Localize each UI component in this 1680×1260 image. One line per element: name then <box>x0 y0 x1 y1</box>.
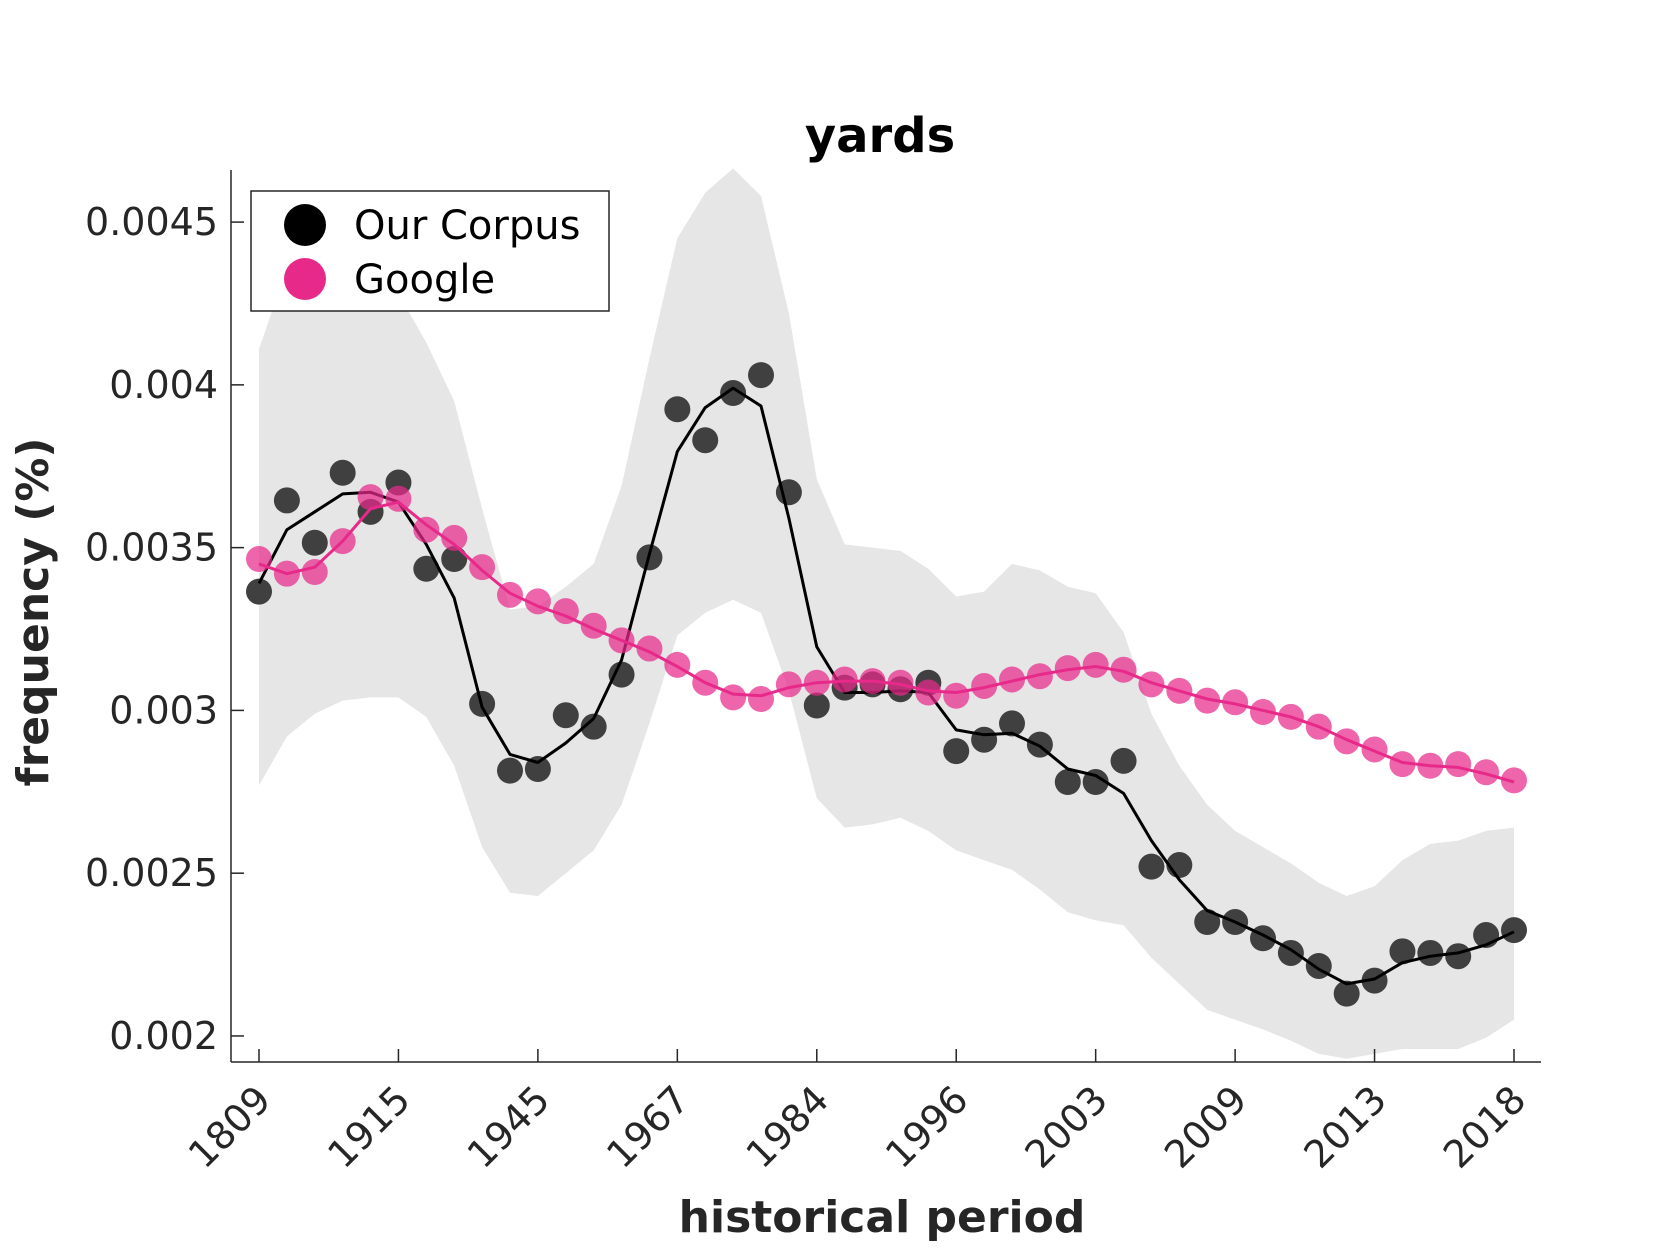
google-point <box>971 672 998 699</box>
google-point <box>775 671 802 698</box>
legend-label-our-corpus: Our Corpus <box>354 203 580 249</box>
our-corpus-point <box>608 661 635 688</box>
our-corpus-point <box>1110 747 1137 774</box>
google-point <box>1389 751 1416 778</box>
google-point <box>1054 655 1081 682</box>
our-corpus-point <box>748 362 774 389</box>
google-point <box>1445 751 1472 778</box>
google-point <box>1501 767 1527 794</box>
y-tick-label: 0.004 <box>109 363 218 407</box>
our-corpus-point <box>273 487 300 514</box>
google-point <box>887 669 914 696</box>
our-corpus-point <box>664 396 691 423</box>
our-corpus-point <box>720 380 747 406</box>
our-corpus-point <box>803 692 830 719</box>
y-axis-title: frequency (%) <box>8 437 59 786</box>
our-corpus-point <box>413 555 440 582</box>
google-point <box>748 686 774 713</box>
our-corpus-point <box>246 578 272 605</box>
our-corpus-point <box>1333 980 1360 1007</box>
y-tick-label: 0.0025 <box>85 851 218 895</box>
our-corpus-point <box>329 459 356 486</box>
plot-area <box>246 168 1527 1059</box>
chart-title: yards <box>805 108 955 164</box>
google-point <box>1110 656 1137 683</box>
y-tick-label: 0.003 <box>109 688 218 732</box>
legend-marker-our-corpus <box>284 204 326 246</box>
our-corpus-point <box>1501 917 1527 944</box>
google-point <box>999 666 1025 693</box>
our-corpus-point <box>580 713 607 740</box>
our-corpus-point <box>1194 909 1221 936</box>
google-point <box>413 516 440 543</box>
our-corpus-point <box>441 546 468 573</box>
google-point <box>915 679 942 706</box>
our-corpus-point <box>1138 853 1165 880</box>
legend-label-google: Google <box>354 257 495 303</box>
our-corpus-point <box>971 726 998 753</box>
our-corpus-confidence-band <box>259 168 1514 1059</box>
legend: Our Corpus Google <box>250 190 610 312</box>
google-point <box>1194 687 1221 714</box>
our-corpus-point <box>1445 943 1472 970</box>
google-point <box>1250 699 1276 726</box>
our-corpus-point <box>497 757 523 784</box>
google-point <box>385 485 412 512</box>
google-point <box>1333 728 1360 755</box>
our-corpus-point <box>524 756 551 783</box>
our-corpus-trend-line <box>257 386 1515 986</box>
google-point <box>301 559 328 586</box>
google-trend-line <box>258 500 1515 784</box>
google-point <box>1473 759 1500 786</box>
our-corpus-point <box>552 702 579 729</box>
y-tick-label: 0.0035 <box>85 526 218 570</box>
our-corpus-point <box>1054 769 1081 796</box>
y-tick-label: 0.002 <box>109 1014 218 1058</box>
our-corpus-point <box>943 738 970 765</box>
google-point <box>943 682 970 709</box>
google-point <box>831 666 858 693</box>
google-point <box>720 684 747 711</box>
our-corpus-point <box>775 479 802 506</box>
legend-marker-google <box>284 258 326 300</box>
google-point <box>1138 671 1165 698</box>
our-corpus-point <box>1389 938 1416 965</box>
our-corpus-point <box>301 529 328 556</box>
x-axis-title: historical period <box>679 1192 1086 1243</box>
our-corpus-point <box>1417 939 1444 966</box>
google-point <box>469 554 496 581</box>
google-point <box>1026 663 1053 690</box>
google-point <box>441 524 468 551</box>
google-point <box>357 484 384 511</box>
google-point <box>1082 651 1109 678</box>
our-corpus-point <box>999 710 1025 737</box>
our-corpus-point <box>1082 769 1109 796</box>
our-corpus-point <box>692 427 719 454</box>
google-point <box>1222 689 1249 716</box>
y-tick-label: 0.0045 <box>85 200 218 244</box>
